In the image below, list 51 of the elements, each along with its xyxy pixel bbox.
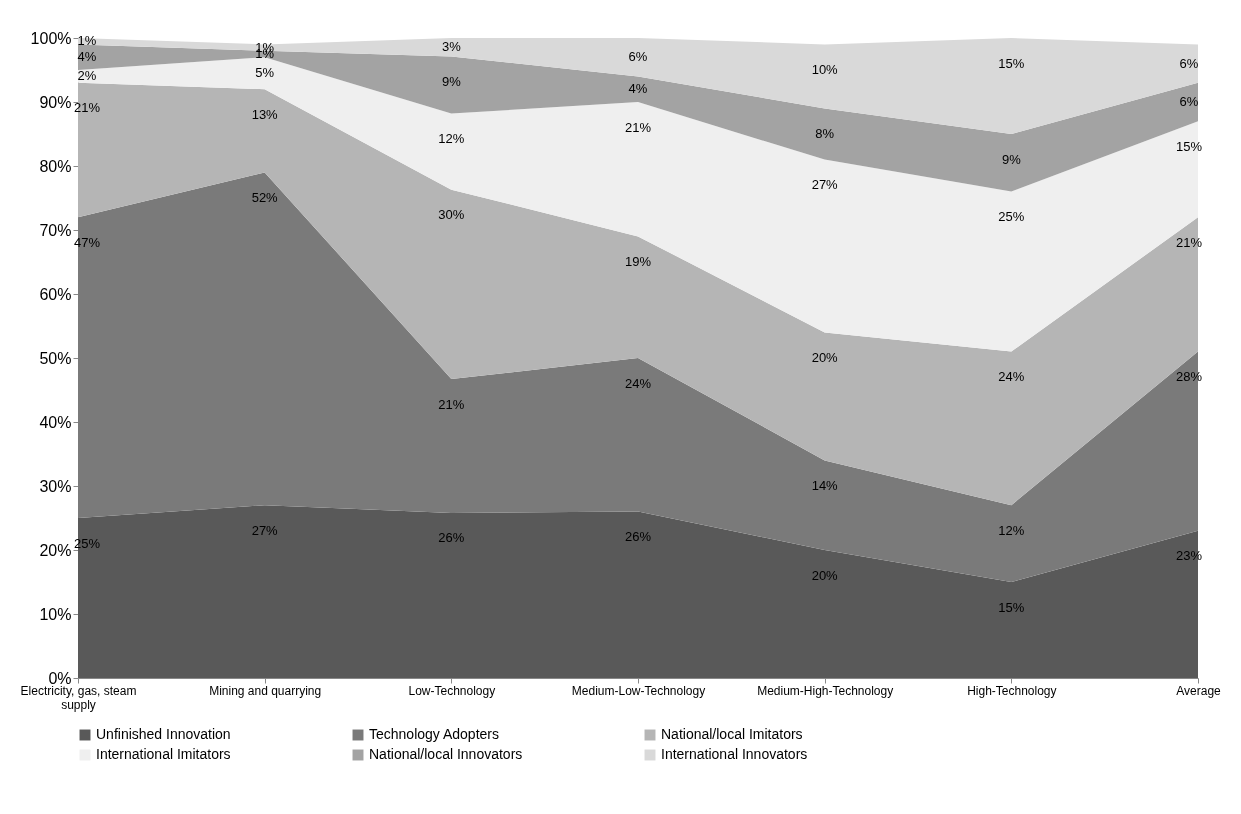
data-label: 8% (815, 126, 835, 141)
data-label: 27% (811, 177, 839, 193)
legend-label: International Innovators (661, 746, 808, 762)
data-label: 20% (811, 350, 839, 365)
data-label: 3% (441, 39, 462, 55)
data-label: 1% (77, 33, 97, 49)
legend-label: International Imitators (96, 746, 231, 762)
data-label: 52% (251, 190, 279, 205)
data-label: 19% (624, 254, 652, 269)
legend-label: National/local Innovators (369, 746, 523, 762)
data-label: 15% (998, 55, 1025, 71)
data-label: 24% (998, 369, 1025, 385)
data-label: 21% (624, 119, 652, 135)
y-tick-label: 40% (39, 413, 72, 431)
data-label: 30% (438, 207, 465, 223)
y-tick-label: 30% (39, 477, 72, 495)
data-label: 13% (251, 106, 279, 122)
y-tick-label: 80% (39, 157, 72, 175)
x-tick-label: High-Technology (967, 683, 1057, 698)
x-tick-label: Low-Technology (408, 683, 496, 698)
data-label: 21% (1175, 234, 1203, 250)
y-tick-label: 50% (39, 349, 72, 367)
data-label: 6% (1179, 94, 1199, 109)
data-label: 24% (624, 375, 652, 391)
data-label: 4% (628, 81, 648, 97)
legend-label: National/local Imitators (661, 726, 803, 742)
legend-label: Technology Adopters (369, 726, 499, 742)
x-tick-label: Mining and quarrying (209, 683, 322, 698)
x-tick-label: Average (1176, 683, 1222, 698)
y-tick-label: 60% (39, 285, 72, 303)
x-tick-label: Medium-High-Technology (757, 683, 894, 698)
data-label: 21% (73, 100, 101, 116)
data-label: 12% (438, 131, 465, 147)
data-label: 15% (1175, 138, 1203, 154)
data-label: 6% (1179, 55, 1199, 71)
legend-label: Unfinished Innovation (96, 726, 231, 742)
data-label: 14% (811, 478, 839, 493)
data-label: 6% (628, 49, 648, 65)
data-label: 9% (1001, 151, 1022, 167)
data-label: 2% (77, 68, 97, 84)
x-tick-label: Medium-Low-Technology (571, 683, 706, 698)
data-label: 5% (255, 65, 275, 81)
y-tick-label: 70% (39, 221, 72, 239)
data-label: 9% (441, 74, 462, 90)
y-tick-label: 90% (39, 93, 72, 111)
y-tick-label: 10% (39, 605, 72, 623)
y-tick-label: 20% (39, 541, 72, 559)
data-label: 10% (811, 62, 839, 77)
data-label: 21% (438, 396, 465, 412)
y-tick-label: 100% (30, 29, 72, 47)
data-label: 25% (998, 209, 1025, 225)
